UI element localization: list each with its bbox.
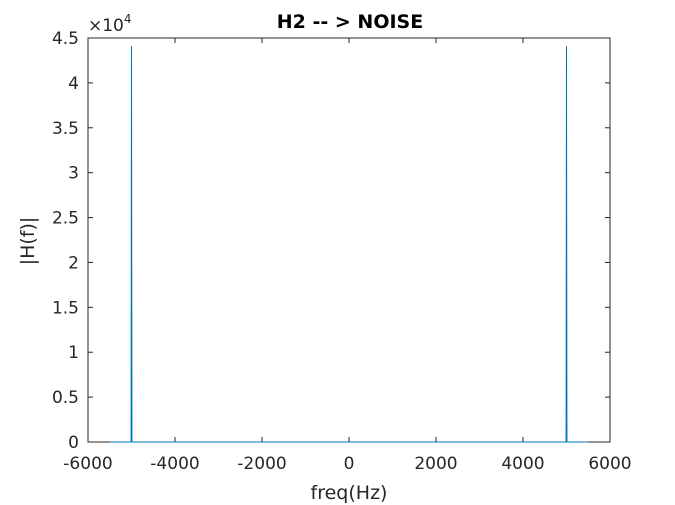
y-tick-label: 4: [68, 74, 79, 94]
y-tick-label: 3.5: [52, 119, 79, 139]
x-axis-ticks: -6000 -4000 -2000 0 2000 4000 6000: [63, 38, 632, 474]
y-tick-label: 3: [68, 164, 79, 184]
x-axis-label: freq(Hz): [311, 482, 388, 504]
y-axis-ticks: 0 0.5 1 1.5 2 2.5 3 3.5 4 4.5: [52, 29, 610, 453]
x-tick-label: -6000: [63, 454, 112, 474]
plot-area: -6000 -4000 -2000 0 2000 4000 6000 0 0.5 1 1.5 2 2.…: [52, 29, 632, 474]
y-axis-exponent: ×104: [88, 12, 132, 36]
y-tick-label: 0: [68, 433, 79, 453]
x-tick-label: -4000: [150, 454, 199, 474]
x-tick-label: -2000: [237, 454, 286, 474]
chart-title: H2 -- > NOISE: [277, 11, 423, 33]
axes-box: [87, 37, 611, 443]
x-tick-label: 6000: [588, 454, 631, 474]
x-tick-label: 2000: [414, 454, 457, 474]
y-tick-label: 2: [68, 253, 79, 273]
x-tick-label: 0: [344, 454, 355, 474]
y-tick-label: 1: [68, 343, 79, 363]
y-tick-label: 2.5: [52, 209, 79, 229]
y-tick-label: 1.5: [52, 298, 79, 318]
x-tick-label: 4000: [501, 454, 544, 474]
y-tick-label: 4.5: [52, 29, 79, 49]
y-tick-label: 0.5: [52, 388, 79, 408]
y-axis-label: |H(f)|: [17, 217, 39, 266]
